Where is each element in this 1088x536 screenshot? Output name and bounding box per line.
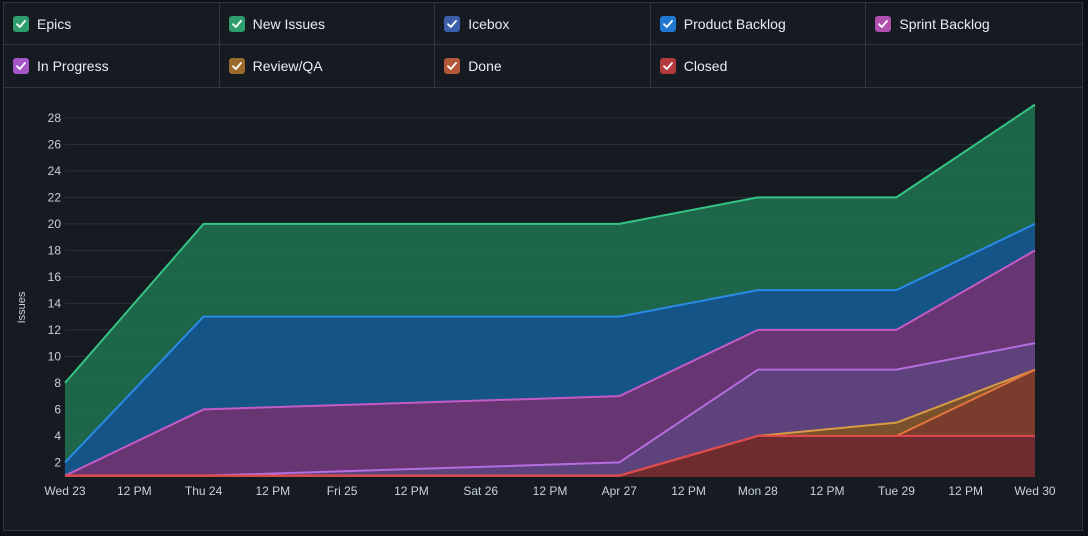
- y-tick-label: 12: [48, 323, 62, 337]
- x-tick-label: 12 PM: [117, 484, 152, 498]
- series-line-product-backlog: [64, 222, 1036, 464]
- x-tick-label: Mon 28: [738, 484, 778, 498]
- legend-label: New Issues: [252, 15, 325, 32]
- legend-label: In Progress: [37, 58, 109, 74]
- legend-item-in-progress[interactable]: In Progress: [4, 45, 220, 87]
- legend-item-product-backlog[interactable]: Product Backlog: [650, 3, 867, 45]
- x-tick-label: Wed 30: [1014, 484, 1055, 498]
- y-tick-label: 24: [48, 164, 62, 178]
- x-tick-label: 12 PM: [948, 484, 983, 498]
- checkbox-checked-icon[interactable]: [13, 15, 29, 32]
- series-line-new-issues: [64, 103, 1036, 384]
- legend-label: Product Backlog: [683, 15, 786, 32]
- x-tick-label: 12 PM: [533, 484, 568, 498]
- x-tick-label: 12 PM: [256, 484, 291, 498]
- legend-label: Icebox: [468, 15, 510, 32]
- x-tick-label: Thu 24: [185, 484, 223, 498]
- x-tick-label: 12 PM: [810, 484, 845, 498]
- checkbox-checked-icon[interactable]: [228, 58, 245, 74]
- y-tick-label: 28: [48, 111, 62, 125]
- checkbox-checked-icon[interactable]: [228, 15, 245, 32]
- legend-item-closed[interactable]: Closed: [651, 45, 867, 87]
- series-line-closed: [65, 434, 1035, 477]
- legend-label: Sprint Backlog: [899, 15, 990, 32]
- legend-label: Review/QA: [252, 58, 323, 74]
- y-tick-label: 22: [48, 190, 62, 204]
- x-tick-label: 12 PM: [671, 484, 706, 498]
- area-closed: [65, 435, 1035, 477]
- x-tick-label: 12 PM: [394, 484, 429, 498]
- chart-area: 2 4 6 8 10 12 14 16 18 20 22 24 26 28 Wed 23 12 PM Thu 2…: [4, 88, 1082, 531]
- y-tick-label: 10: [48, 349, 62, 363]
- y-tick-label: 2: [54, 455, 61, 469]
- legend-label: Done: [468, 58, 502, 74]
- legend-item-icebox[interactable]: Icebox: [435, 3, 651, 45]
- legend-item-sprint-backlog[interactable]: Sprint Backlog: [866, 3, 1082, 45]
- y-tick-label: 8: [54, 376, 61, 390]
- y-tick-label: 20: [48, 217, 62, 231]
- legend-item-done[interactable]: Done: [435, 45, 651, 87]
- y-tick-label: 26: [48, 137, 62, 151]
- y-tick-label: 16: [48, 270, 62, 284]
- legend-empty-cell: [866, 45, 1082, 87]
- legend: Epics New Issues Icebox Product Backlog Spri…: [4, 3, 1082, 88]
- y-tick-label: 6: [54, 402, 61, 416]
- checkbox-checked-icon[interactable]: [875, 15, 892, 32]
- legend-item-new-issues[interactable]: New Issues: [219, 3, 436, 45]
- x-tick-label: Fri 25: [327, 484, 358, 498]
- legend-item-epics[interactable]: Epics: [4, 3, 220, 45]
- legend-item-review-qa[interactable]: Review/QA: [220, 45, 436, 87]
- checkbox-checked-icon[interactable]: [444, 58, 461, 74]
- series-line-sprint-backlog: [64, 249, 1036, 477]
- checkbox-checked-icon[interactable]: [13, 58, 29, 74]
- y-axis-label: Issues: [16, 291, 28, 323]
- x-tick-label: Tue 29: [878, 484, 915, 498]
- checkbox-checked-icon[interactable]: [444, 15, 461, 32]
- x-tick-label: Wed 23: [44, 484, 85, 498]
- x-tick-label: Sat 26: [463, 484, 498, 498]
- checkbox-checked-icon[interactable]: [659, 15, 676, 32]
- legend-label: Closed: [683, 58, 728, 74]
- legend-label: Epics: [37, 15, 72, 32]
- y-tick-label: 18: [48, 243, 62, 257]
- x-tick-label: Apr 27: [602, 484, 638, 498]
- y-tick-label: 4: [54, 429, 61, 443]
- chart-panel: Epics New Issues Icebox Product Backlog Spri…: [3, 2, 1083, 531]
- checkbox-checked-icon[interactable]: [659, 58, 676, 74]
- y-tick-label: 14: [48, 296, 62, 310]
